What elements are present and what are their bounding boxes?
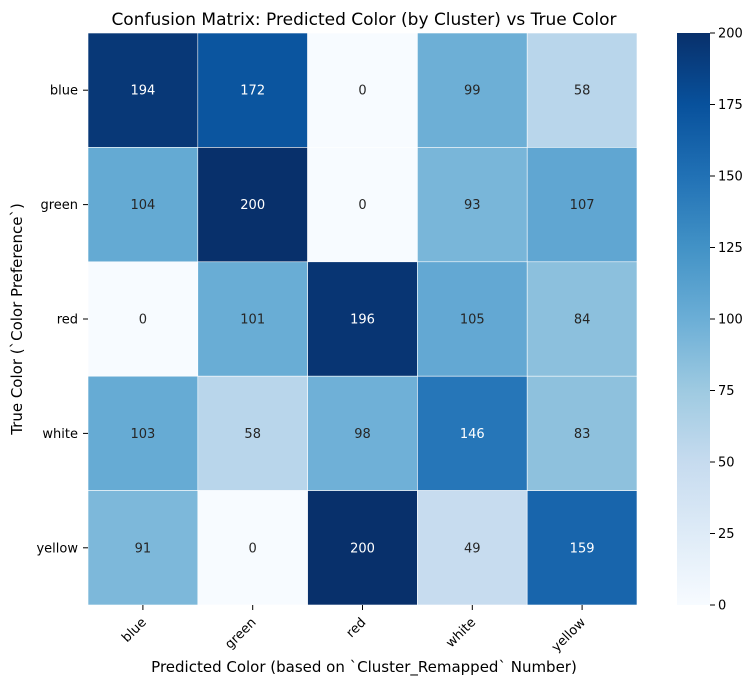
- cell-value-label: 98: [354, 427, 371, 442]
- heatmap-cells: 194 172 0 99 58 104 200 0 93 107 0 101 196 105 84 103 58…: [87, 32, 638, 606]
- x-tick-label: yellow: [549, 615, 589, 655]
- colorbar-tick-label: 50: [718, 456, 735, 471]
- cell-value-label: 103: [130, 427, 155, 442]
- heatmap-cell: [197, 375, 308, 491]
- heatmap-cell: [526, 32, 638, 148]
- cell-value-label: 58: [574, 84, 591, 99]
- colorbar-tick-label: 75: [718, 384, 735, 399]
- colorbar-tick-label: 200: [718, 27, 743, 42]
- heatmap-cell: [87, 32, 199, 148]
- cell-value-label: 93: [464, 198, 481, 213]
- heatmap-cell: [417, 32, 528, 148]
- heatmap-cell: [87, 490, 199, 606]
- cell-value-label: 194: [130, 84, 155, 99]
- colorbar-tick-label: 125: [718, 241, 743, 256]
- cell-value-label: 58: [244, 427, 261, 442]
- y-tick-label: blue: [50, 84, 78, 99]
- cell-value-label: 83: [574, 427, 591, 442]
- colorbar-tick-label: 175: [718, 98, 743, 113]
- heatmap-cell: [526, 375, 638, 491]
- heatmap-cell: [526, 490, 638, 606]
- colorbar-tick-label: 0: [718, 599, 726, 614]
- cell-value-label: 49: [464, 541, 481, 556]
- cell-value-label: 0: [139, 313, 147, 328]
- cell-value-label: 146: [460, 427, 485, 442]
- colorbar-gradient: [677, 33, 710, 605]
- heatmap-cell: [307, 32, 418, 148]
- colorbar: 0 25 50 75 100 125 150 175 200: [677, 27, 743, 614]
- x-axis-ticks: blue green red white yellow: [119, 605, 589, 655]
- x-tick-label: blue: [119, 615, 149, 645]
- y-axis-label: True Color (`Color Preference`): [8, 203, 26, 436]
- colorbar-tick-label: 150: [718, 170, 743, 185]
- heatmap-cell: [526, 261, 638, 377]
- cell-value-label: 99: [464, 84, 481, 99]
- heatmap-cell: [307, 375, 418, 491]
- y-tick-label: white: [42, 427, 78, 442]
- heatmap-cell: [197, 32, 308, 148]
- cell-value-label: 200: [240, 198, 265, 213]
- cell-value-label: 91: [135, 541, 152, 556]
- cell-value-label: 196: [350, 313, 375, 328]
- cell-value-label: 172: [240, 84, 265, 99]
- y-tick-label: yellow: [36, 541, 78, 556]
- y-tick-label: green: [40, 198, 78, 213]
- cell-value-label: 84: [574, 313, 591, 328]
- x-tick-label: white: [443, 615, 479, 651]
- x-tick-label: red: [344, 615, 370, 641]
- cell-value-label: 159: [570, 541, 595, 556]
- cell-value-label: 107: [570, 198, 595, 213]
- cell-value-label: 0: [358, 198, 366, 213]
- heatmap-cell: [307, 147, 418, 263]
- x-tick-label: green: [222, 615, 259, 652]
- cell-value-label: 200: [350, 541, 375, 556]
- heatmap-cell: [307, 490, 418, 606]
- heatmap-cell: [307, 261, 418, 377]
- heatmap-cell: [417, 375, 528, 491]
- heatmap-cell: [417, 261, 528, 377]
- y-tick-label: red: [57, 313, 78, 328]
- cell-value-label: 0: [249, 541, 257, 556]
- colorbar-tick-label: 100: [718, 313, 743, 328]
- heatmap-cell: [197, 261, 308, 377]
- heatmap-cell: [526, 147, 638, 263]
- cell-value-label: 0: [358, 84, 366, 99]
- cell-value-label: 105: [460, 313, 485, 328]
- heatmap-cell: [197, 490, 308, 606]
- cell-value-label: 104: [130, 198, 155, 213]
- colorbar-tick-label: 25: [718, 527, 735, 542]
- y-axis-ticks: blue green red white yellow: [36, 84, 88, 556]
- cell-value-label: 101: [240, 313, 265, 328]
- heatmap-cell: [87, 147, 199, 263]
- x-axis-label: Predicted Color (based on `Cluster_Remap…: [151, 658, 577, 677]
- heatmap-cell: [197, 147, 308, 263]
- chart-title: Confusion Matrix: Predicted Color (by Cl…: [111, 10, 616, 30]
